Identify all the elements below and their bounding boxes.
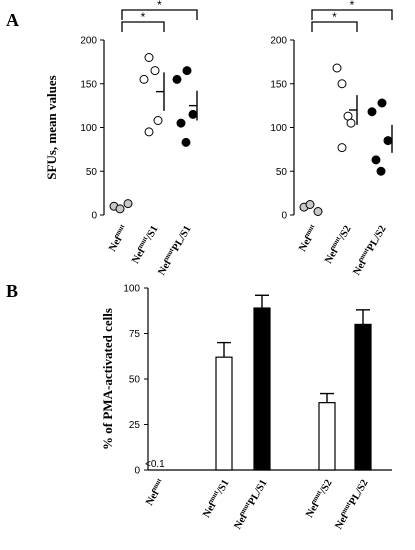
category-label-2: NefmutPL/S1	[231, 477, 270, 531]
category-label-base: Nef	[130, 246, 148, 266]
category-label-3: Nefmut/S2	[302, 477, 334, 520]
y-tick-label: 150	[270, 79, 287, 90]
category-label-superscript: mut	[150, 476, 163, 491]
category-label-suffix: PL/S1	[170, 224, 193, 253]
scatter-group-gray	[299, 200, 323, 216]
category-label-base: Nef	[232, 512, 250, 532]
category-label-suffix: PL/S2	[347, 478, 370, 507]
significance-bracket	[311, 9, 393, 20]
panel-a-scatter: SFUs, mean values050100150200**NefmutNef…	[44, 0, 393, 277]
category-label-base: Nef	[297, 234, 315, 254]
category-label-1: Nefmut/S1	[128, 223, 160, 266]
panel-letter-a: A	[6, 10, 19, 30]
data-point	[313, 207, 323, 216]
data-point	[383, 136, 393, 146]
category-label-0: Nefmut	[295, 222, 320, 253]
data-point	[172, 74, 182, 84]
y-tick-label: 100	[270, 123, 287, 134]
category-label-2: NefmutPL/S2	[350, 223, 389, 277]
data-point	[139, 74, 149, 84]
category-label-superscript: mut	[113, 222, 126, 237]
data-point	[305, 200, 315, 209]
data-point	[176, 118, 186, 128]
panel-b-bar-chart: % of PMA-activated cells 0 25 50 75 100 <0.1 Ne…	[100, 284, 392, 531]
category-label-base: Nef	[144, 488, 162, 508]
data-point	[123, 199, 133, 209]
significance-star: *	[350, 0, 355, 12]
scatter-group-filled	[172, 66, 198, 147]
data-point	[188, 109, 198, 119]
data-point	[144, 127, 154, 137]
y-tick-label: 0	[134, 466, 140, 477]
category-label-suffix: PL/S1	[246, 478, 269, 507]
category-label-base: Nef	[351, 258, 369, 278]
y-tick-label: 50	[276, 167, 288, 178]
data-point	[181, 137, 191, 147]
category-label-base: Nef	[156, 258, 174, 278]
significance-bracket	[121, 21, 165, 32]
category-label-base: Nef	[323, 246, 341, 266]
data-point	[182, 66, 192, 76]
data-point	[371, 155, 381, 165]
data-point	[150, 66, 160, 76]
category-label-0: Nefmut	[105, 222, 130, 253]
category-label-suffix: PL/S2	[365, 224, 388, 253]
category-label-base: Nef	[333, 512, 351, 532]
significance-star: *	[157, 0, 162, 12]
category-label-superscript: mut	[303, 222, 316, 237]
data-point	[153, 116, 163, 125]
category-label-4: NefmutPL/S2	[332, 477, 371, 531]
data-point	[337, 143, 347, 153]
annotation-below-detection: <0.1	[145, 459, 165, 470]
category-label-base: Nef	[107, 234, 125, 254]
scatter-group-filled	[367, 98, 393, 176]
bar	[215, 356, 233, 471]
data-point	[337, 79, 347, 89]
y-tick-label: 50	[129, 375, 141, 386]
y-tick-label: 25	[129, 420, 141, 431]
panel-letter-b: B	[6, 281, 18, 301]
scatter-group-open	[139, 53, 165, 137]
bar	[354, 323, 372, 471]
scatter-group-gray	[109, 199, 133, 214]
data-point	[376, 166, 386, 176]
data-point	[367, 107, 377, 117]
category-label-base: Nef	[201, 500, 219, 520]
y-tick-label: 150	[80, 79, 97, 90]
y-tick-label: 0	[91, 211, 97, 222]
category-label-2: NefmutPL/S1	[155, 223, 194, 277]
significance-bracket	[121, 9, 198, 20]
bar	[318, 402, 336, 471]
data-point	[377, 98, 387, 108]
data-point	[144, 53, 154, 62]
bar	[253, 307, 271, 471]
y-tick-label: 100	[80, 123, 97, 134]
category-label-0: Nefmut	[142, 476, 167, 507]
y-tick-label: 75	[129, 329, 141, 340]
y-axis-title: SFUs, mean values	[44, 75, 59, 179]
y-tick-label: 200	[80, 36, 97, 47]
data-point	[115, 204, 125, 214]
data-point	[346, 118, 356, 128]
category-label-1: Nefmut/S2	[321, 223, 353, 266]
y-axis-title: % of PMA-activated cells	[100, 308, 115, 450]
scatter-group-open	[332, 63, 358, 153]
y-tick-label: 200	[270, 36, 287, 47]
significance-star: *	[332, 10, 337, 24]
data-point	[332, 63, 342, 73]
y-tick-label: 50	[86, 167, 98, 178]
category-label-base: Nef	[304, 500, 322, 520]
significance-star: *	[141, 10, 146, 24]
y-tick-label: 0	[281, 211, 287, 222]
y-tick-label: 100	[123, 284, 140, 295]
category-label-1: Nefmut/S1	[199, 477, 231, 520]
significance-bracket	[311, 21, 358, 32]
